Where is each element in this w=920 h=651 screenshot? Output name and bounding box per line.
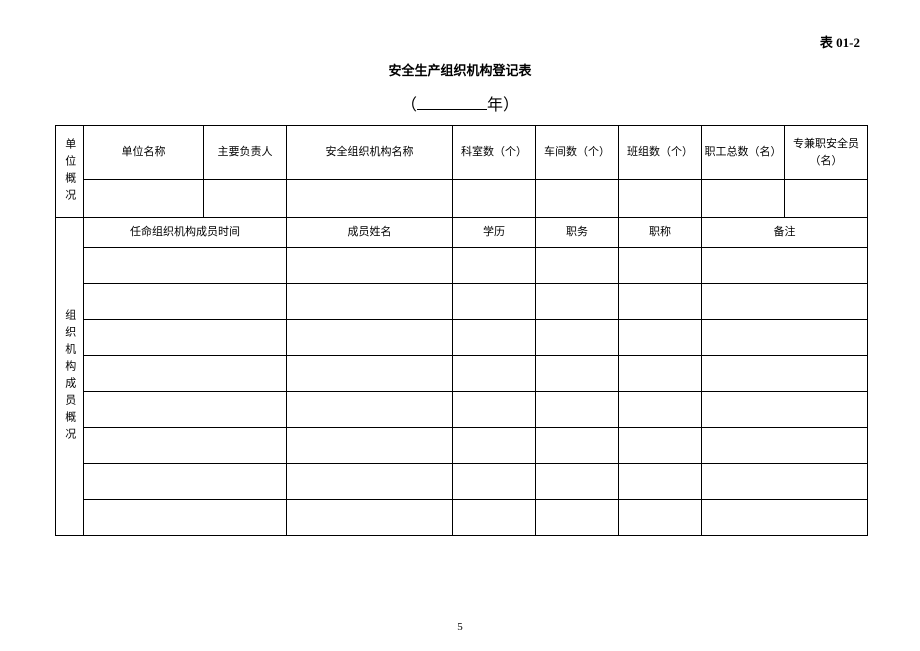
cell-education <box>453 464 536 500</box>
header-workshop-count: 车间数（个） <box>536 126 619 180</box>
cell-member-name <box>287 464 453 500</box>
cell-education <box>453 500 536 536</box>
cell-remark <box>702 284 868 320</box>
header-org-name: 安全组织机构名称 <box>287 126 453 180</box>
cell-member-name <box>287 428 453 464</box>
header-member-name: 成员姓名 <box>287 218 453 248</box>
cell-workshop-count <box>536 180 619 218</box>
cell-title <box>619 248 702 284</box>
section1-header-row: 单位概况 单位名称 主要负责人 安全组织机构名称 科室数（个） 车间数（个） 班… <box>56 126 868 180</box>
cell-position <box>536 248 619 284</box>
cell-title <box>619 320 702 356</box>
table-row <box>56 500 868 536</box>
cell-education <box>453 356 536 392</box>
cell-education <box>453 284 536 320</box>
cell-principal <box>204 180 287 218</box>
cell-appoint-time <box>84 284 287 320</box>
cell-appoint-time <box>84 248 287 284</box>
section1-label: 单位概况 <box>56 126 84 218</box>
cell-remark <box>702 464 868 500</box>
cell-education <box>453 428 536 464</box>
cell-org-name <box>287 180 453 218</box>
cell-position <box>536 284 619 320</box>
cell-member-name <box>287 500 453 536</box>
cell-education <box>453 320 536 356</box>
form-number: 表 01-2 <box>820 32 860 51</box>
cell-appoint-time <box>84 356 287 392</box>
year-suffix: 年） <box>487 97 519 114</box>
table-row <box>56 320 868 356</box>
cell-position <box>536 356 619 392</box>
cell-education <box>453 248 536 284</box>
table-row <box>56 356 868 392</box>
registration-table: 单位概况 单位名称 主要负责人 安全组织机构名称 科室数（个） 车间数（个） 班… <box>55 125 868 536</box>
cell-member-name <box>287 320 453 356</box>
cell-remark <box>702 248 868 284</box>
header-appoint-time: 任命组织机构成员时间 <box>84 218 287 248</box>
section2-header-row: 组织机构成员概况 任命组织机构成员时间 成员姓名 学历 职务 职称 备注 <box>56 218 868 248</box>
cell-remark <box>702 320 868 356</box>
table-row <box>56 248 868 284</box>
table-row <box>56 464 868 500</box>
cell-appoint-time <box>84 320 287 356</box>
cell-position <box>536 392 619 428</box>
cell-title <box>619 464 702 500</box>
cell-appoint-time <box>84 500 287 536</box>
cell-remark <box>702 428 868 464</box>
cell-title <box>619 356 702 392</box>
header-dept-count: 科室数（个） <box>453 126 536 180</box>
cell-position <box>536 500 619 536</box>
cell-position <box>536 428 619 464</box>
year-prefix: （ <box>401 97 417 114</box>
section2-label: 组织机构成员概况 <box>56 218 84 536</box>
table-row <box>56 284 868 320</box>
cell-position <box>536 464 619 500</box>
header-remark: 备注 <box>702 218 868 248</box>
cell-title <box>619 392 702 428</box>
cell-remark <box>702 392 868 428</box>
cell-appoint-time <box>84 392 287 428</box>
cell-member-name <box>287 284 453 320</box>
header-employee-count: 职工总数（名） <box>702 126 785 180</box>
page-title: 安全生产组织机构登记表 <box>55 60 865 79</box>
cell-dept-count <box>453 180 536 218</box>
cell-member-name <box>287 392 453 428</box>
cell-employee-count <box>702 180 785 218</box>
table-row <box>56 428 868 464</box>
header-position: 职务 <box>536 218 619 248</box>
header-safety-officer: 专兼职安全员（名） <box>785 126 868 180</box>
year-line: （ 年） <box>55 91 865 115</box>
page-number: 5 <box>0 621 920 633</box>
year-blank <box>417 94 487 110</box>
cell-education <box>453 392 536 428</box>
cell-member-name <box>287 356 453 392</box>
table-row <box>56 392 868 428</box>
cell-team-count <box>619 180 702 218</box>
cell-title <box>619 500 702 536</box>
cell-member-name <box>287 248 453 284</box>
section1-data-row <box>56 180 868 218</box>
cell-appoint-time <box>84 428 287 464</box>
header-title: 职称 <box>619 218 702 248</box>
header-principal: 主要负责人 <box>204 126 287 180</box>
cell-appoint-time <box>84 464 287 500</box>
header-unit-name: 单位名称 <box>84 126 204 180</box>
header-team-count: 班组数（个） <box>619 126 702 180</box>
cell-unit-name <box>84 180 204 218</box>
cell-title <box>619 284 702 320</box>
cell-remark <box>702 500 868 536</box>
cell-title <box>619 428 702 464</box>
cell-safety-officer <box>785 180 868 218</box>
cell-position <box>536 320 619 356</box>
cell-remark <box>702 356 868 392</box>
header-education: 学历 <box>453 218 536 248</box>
